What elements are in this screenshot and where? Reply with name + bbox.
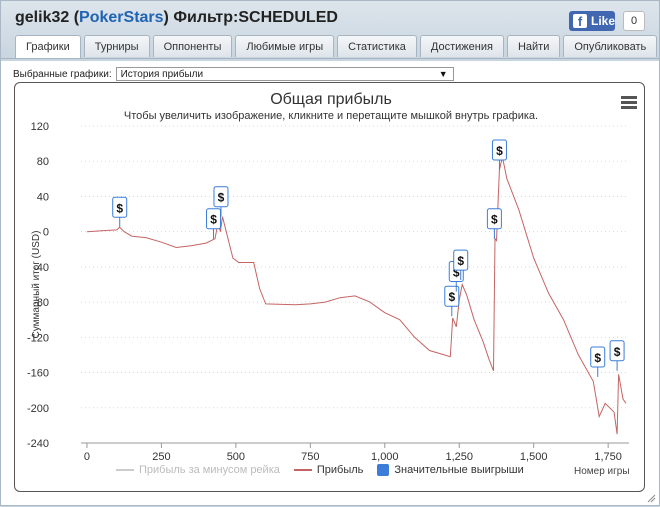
hamburger-menu-icon[interactable] <box>621 96 637 110</box>
tab-bar: Графики Турниры Оппоненты Любимые игры С… <box>15 35 660 59</box>
tab-favorite-games[interactable]: Любимые игры <box>235 35 335 57</box>
y-tick-label: 40 <box>37 191 49 203</box>
chart-legend: Прибыль за минусом рейка Прибыль Значите… <box>116 464 538 476</box>
graph-select-label: Выбранные графики: <box>13 68 112 80</box>
facebook-like-button[interactable]: f Like <box>569 11 615 31</box>
x-tick-label: 250 <box>152 451 170 463</box>
tab-achievements[interactable]: Достижения <box>419 35 504 57</box>
x-tick-label: 1,000 <box>371 451 399 463</box>
profit-series-line <box>86 156 627 435</box>
tab-charts[interactable]: Графики <box>15 35 81 59</box>
x-tick-label: 500 <box>227 451 245 463</box>
player-name: gelik32 <box>15 9 70 26</box>
legend-item-profit[interactable]: Прибыль <box>293 464 364 476</box>
flag-label: $ <box>453 266 460 280</box>
graph-select-value: История прибыли <box>120 69 204 80</box>
x-tick-label: 1,500 <box>520 451 548 463</box>
y-tick-label: -160 <box>27 368 49 380</box>
facebook-icon: f <box>573 14 587 29</box>
open-paren: ( <box>73 9 80 26</box>
flag-label: $ <box>448 290 455 304</box>
tab-statistics[interactable]: Статистика <box>337 35 417 57</box>
flag-marker <box>486 208 502 230</box>
y-tick-label: 120 <box>31 121 49 133</box>
y-tick-label: -240 <box>27 438 49 450</box>
flag-marker <box>213 186 229 208</box>
filter-label: Фильтр:SCHEDULED <box>173 9 338 26</box>
y-tick-label: 80 <box>37 156 49 168</box>
flag-label: $ <box>496 144 503 158</box>
tab-publish[interactable]: Опубликовать <box>563 35 658 57</box>
site-link[interactable]: PokerStars <box>79 9 164 26</box>
flag-label: $ <box>594 351 601 365</box>
header-bar: gelik32 (PokerStars) Фильтр:SCHEDULED f … <box>1 1 659 61</box>
flag-label: $ <box>491 213 498 227</box>
flag-marker <box>453 249 469 271</box>
y-axis-title: Суммарный итог (USD) <box>31 231 42 339</box>
flag-label: $ <box>614 345 621 359</box>
flag-marker <box>206 208 222 230</box>
y-tick-label: -40 <box>33 262 49 274</box>
flag-marker <box>112 196 128 218</box>
legend-label: Прибыль <box>316 464 364 476</box>
flag-label: $ <box>218 191 225 205</box>
like-count: 0 <box>623 11 645 31</box>
divider <box>1 58 659 59</box>
legend-label: Значительные выигрыши <box>394 464 524 476</box>
y-tick-label: -80 <box>33 297 49 309</box>
close-paren: ) <box>163 9 169 26</box>
page-title: gelik32 (PokerStars) Фильтр:SCHEDULED <box>15 9 338 27</box>
chevron-down-icon: ▼ <box>438 69 448 79</box>
y-tick-label: -120 <box>27 332 49 344</box>
tab-find[interactable]: Найти <box>506 35 561 57</box>
flag-marker <box>590 346 606 368</box>
tab-tournaments[interactable]: Турниры <box>83 35 150 57</box>
resize-grip-icon[interactable] <box>646 493 656 503</box>
legend-item-rake[interactable]: Прибыль за минусом рейка <box>116 464 280 476</box>
x-tick-label: 1,750 <box>594 451 622 463</box>
legend-line <box>293 469 312 471</box>
x-tick-label: 0 <box>84 451 90 463</box>
chart-container[interactable] <box>14 82 645 492</box>
legend-item-big-wins[interactable]: Значительные выигрыши <box>377 464 524 476</box>
like-label: Like <box>590 14 615 28</box>
legend-line <box>116 469 134 471</box>
chart-title: Общая прибыль <box>270 91 392 108</box>
legend-label: Прибыль за минусом рейка <box>139 464 280 476</box>
x-tick-label: 750 <box>301 451 319 463</box>
tab-opponents[interactable]: Оппоненты <box>152 35 233 57</box>
chart-subtitle: Чтобы увеличить изображение, кликните и … <box>123 110 539 122</box>
x-tick-label: 1,250 <box>445 451 473 463</box>
flag-marker <box>491 139 507 161</box>
flag-label: $ <box>116 201 123 215</box>
flag-marker <box>444 285 460 307</box>
graph-select-row: Выбранные графики: История прибыли ▼ <box>13 67 454 81</box>
legend-swatch <box>377 464 390 476</box>
y-tick-label: -200 <box>27 403 49 415</box>
x-axis-title: Номер игры <box>574 466 630 477</box>
graph-select-dropdown[interactable]: История прибыли ▼ <box>115 67 454 81</box>
flag-marker <box>609 340 625 362</box>
flag-label: $ <box>457 254 464 268</box>
y-tick-label: 0 <box>43 227 49 239</box>
flag-label: $ <box>210 213 217 227</box>
